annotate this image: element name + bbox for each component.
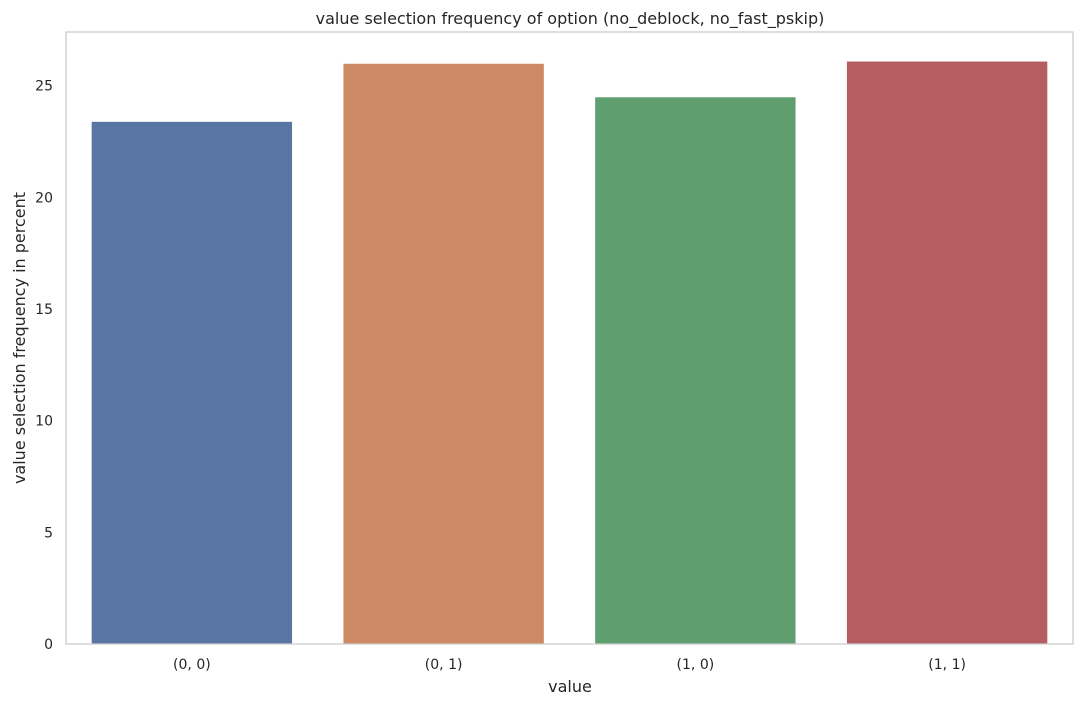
bar-0 bbox=[90, 120, 294, 645]
y-tick-label: 15 bbox=[35, 302, 53, 318]
y-axis-ticks: 0 5 10 15 20 25 bbox=[35, 79, 53, 653]
x-tick-label: (0, 0) bbox=[173, 657, 211, 673]
y-tick-label: 0 bbox=[44, 637, 53, 653]
bar-1 bbox=[342, 62, 545, 645]
y-tick-label: 10 bbox=[35, 414, 53, 430]
plot-frame bbox=[65, 31, 1074, 645]
y-tick-label: 5 bbox=[44, 525, 53, 541]
chart-title: value selection frequency of option (no_… bbox=[316, 9, 825, 29]
bars-group bbox=[90, 60, 1049, 645]
x-tick-label: (0, 1) bbox=[425, 657, 463, 673]
y-axis-label: value selection frequency in percent bbox=[10, 192, 29, 484]
x-axis-label: value bbox=[548, 677, 592, 696]
x-tick-label: (1, 1) bbox=[928, 657, 966, 673]
x-axis-ticks: (0, 0) (0, 1) (1, 0) (1, 1) bbox=[173, 657, 966, 673]
bar-2 bbox=[594, 96, 797, 645]
y-tick-label: 20 bbox=[35, 190, 53, 206]
x-tick-label: (1, 0) bbox=[677, 657, 715, 673]
y-tick-label: 25 bbox=[35, 79, 53, 95]
bar-3 bbox=[845, 60, 1049, 645]
